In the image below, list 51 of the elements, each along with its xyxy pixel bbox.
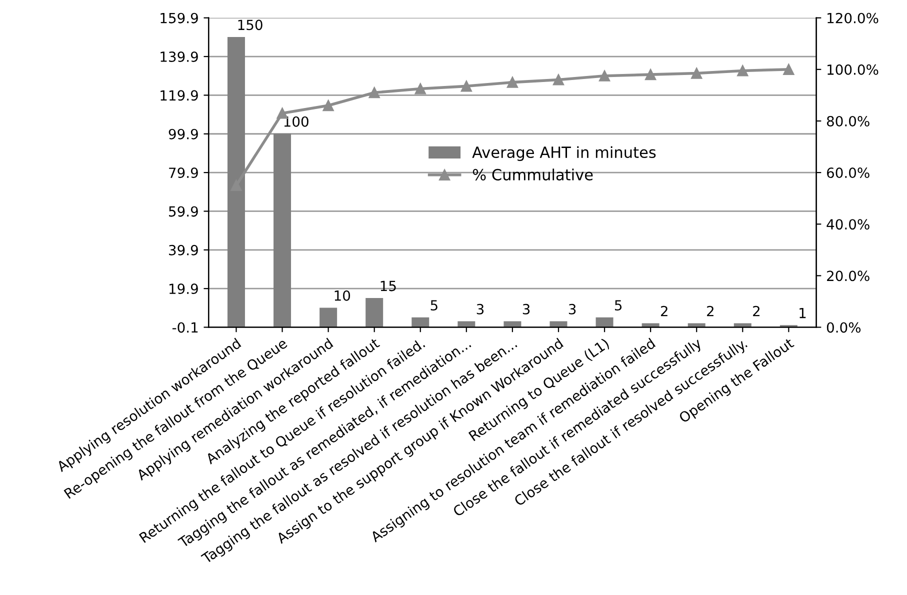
legend-label: % Cummulative [472, 168, 593, 180]
data-label: 5 [614, 300, 622, 311]
y-tick-label: 59.9 [169, 206, 198, 217]
point [460, 80, 472, 92]
bar [688, 323, 706, 328]
y2-tick-label: 60.0% [826, 168, 870, 178]
y-tick-label: 19.9 [169, 284, 198, 294]
y-tick-label: -0.1 [172, 322, 198, 333]
point [783, 64, 794, 75]
point [322, 100, 334, 112]
bar [366, 298, 384, 328]
y2-tick-label: 100.0% [828, 64, 878, 75]
point [737, 65, 748, 76]
bar [320, 308, 338, 328]
bar [642, 323, 660, 328]
y-tick-label: 119.9 [160, 90, 198, 101]
y2-tick-label: 40.0% [826, 219, 870, 230]
y-tick-label: 159.9 [160, 12, 198, 24]
bar [412, 317, 430, 328]
data-label: 2 [707, 306, 714, 316]
data-label: 150 [238, 20, 262, 30]
y2-tick-label: 80.0% [826, 116, 870, 126]
bar [734, 323, 752, 328]
data-label: 2 [660, 306, 668, 316]
point [552, 74, 564, 86]
data-label: 5 [430, 300, 438, 311]
y-tick-label: 79.9 [169, 168, 198, 178]
bar [227, 36, 245, 328]
bar [596, 317, 614, 328]
legend-label: Average AHT in minutes [472, 146, 656, 161]
data-label: 3 [568, 304, 576, 314]
point [368, 87, 380, 98]
y2-tick-label: 120.0% [828, 12, 878, 24]
y-tick-label: 139.9 [160, 51, 198, 62]
data-label: 3 [522, 304, 530, 314]
y2-tick-label: 20.0% [827, 270, 870, 282]
point [598, 70, 610, 82]
point [691, 68, 702, 79]
y-tick-label: 99.9 [168, 128, 198, 140]
point [414, 83, 426, 94]
data-label: 15 [380, 280, 396, 292]
bar [274, 134, 292, 328]
y-tick-label: 39.9 [169, 244, 198, 256]
point [645, 69, 656, 80]
data-label: 10 [334, 290, 350, 301]
data-label: 100 [284, 116, 308, 127]
data-label: 1 [800, 308, 806, 318]
data-label: 2 [753, 306, 760, 316]
data-label: 3 [476, 304, 484, 314]
point [506, 76, 518, 88]
y2-tick-label: 0.0% [826, 322, 861, 333]
